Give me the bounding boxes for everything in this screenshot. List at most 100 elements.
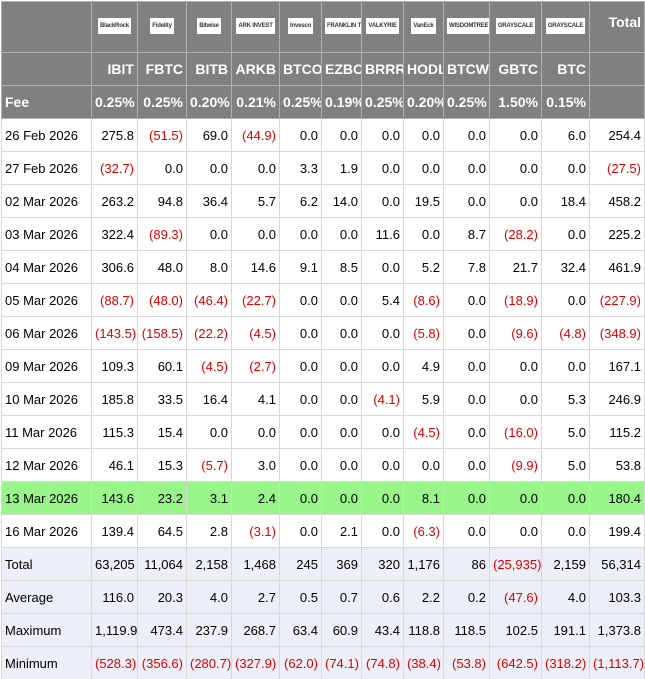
flow-value: 0.0 bbox=[489, 151, 542, 185]
ticker: BRRR bbox=[361, 52, 404, 86]
summary-value: 0.7 bbox=[321, 580, 362, 614]
fee-value: 0.20% bbox=[403, 85, 444, 119]
flow-value: 9.1 bbox=[279, 250, 322, 284]
flow-value: 4.9 bbox=[403, 349, 444, 383]
flow-value: (227.9) bbox=[589, 283, 645, 317]
flow-value: (143.5) bbox=[91, 316, 138, 350]
flow-value: 0.0 bbox=[321, 448, 362, 482]
flow-value: 46.1 bbox=[91, 448, 138, 482]
flow-value: 0.0 bbox=[489, 184, 542, 218]
corner-cell bbox=[1, 1, 92, 53]
flow-value: 225.2 bbox=[589, 217, 645, 251]
flow-value: 4.1 bbox=[231, 382, 280, 416]
summary-value: 116.0 bbox=[91, 580, 138, 614]
summary-value: 1,119.9 bbox=[91, 613, 138, 647]
logo-cell: WISDOMTREE bbox=[443, 1, 490, 53]
flow-value: 2.8 bbox=[186, 514, 232, 548]
summary-value: (53.8) bbox=[443, 646, 490, 679]
flow-value: 1.9 bbox=[321, 151, 362, 185]
flow-value: 306.6 bbox=[91, 250, 138, 284]
issuer-logo: VanEck bbox=[411, 17, 436, 34]
flow-value: 461.9 bbox=[589, 250, 645, 284]
flow-value: (18.9) bbox=[489, 283, 542, 317]
flow-value: 0.0 bbox=[279, 283, 322, 317]
flow-value: 115.3 bbox=[91, 415, 138, 449]
flow-value: 0.0 bbox=[321, 382, 362, 416]
flow-value: 0.0 bbox=[279, 415, 322, 449]
day-row: 26 Feb 2026 275.8 (51.5) 69.0 (44.9) 0.0 0.0 0.… bbox=[1, 118, 645, 152]
date: 10 Mar 2026 bbox=[1, 382, 92, 416]
logo-row: BlackRock Fidelity Bitwise ARK INVEST Invesc… bbox=[1, 1, 645, 53]
flow-value: 15.3 bbox=[137, 448, 187, 482]
flow-value: 0.0 bbox=[279, 382, 322, 416]
flow-value: 0.0 bbox=[541, 151, 590, 185]
summary-value: 268.7 bbox=[231, 613, 280, 647]
summary-value: (47.6) bbox=[489, 580, 542, 614]
fee-row: Fee 0.25% 0.25% 0.20% 0.21% 0.25% 0.19% 0.25% 0.… bbox=[1, 85, 645, 119]
flow-value: (4.1) bbox=[361, 382, 404, 416]
day-row: 16 Mar 2026 139.4 64.5 2.8 (3.1) 0.0 2.1 0.0 (6.… bbox=[1, 514, 645, 548]
summary-value: 102.5 bbox=[489, 613, 542, 647]
summary-value: (327.9) bbox=[231, 646, 280, 679]
fee-value: 0.19% bbox=[321, 85, 362, 119]
day-row: 12 Mar 2026 46.1 15.3 (5.7) 3.0 0.0 0.0 0.0 0.0 0… bbox=[1, 448, 645, 482]
ticker-row: IBIT FBTC BITB ARKB BTCO EZBC BRRR HODL BTCW GBTC… bbox=[1, 52, 645, 86]
flow-value: 7.8 bbox=[443, 250, 490, 284]
summary-label: Total bbox=[1, 547, 92, 581]
flow-value: 0.0 bbox=[361, 415, 404, 449]
summary-value: 2,159 bbox=[541, 547, 590, 581]
flow-value: 5.3 bbox=[541, 382, 590, 416]
day-row: 06 Mar 2026 (143.5) (158.5) (22.2) (4.5) 0.0 0… bbox=[1, 316, 645, 350]
date: 03 Mar 2026 bbox=[1, 217, 92, 251]
flow-value: 0.0 bbox=[489, 514, 542, 548]
day-row: 13 Mar 2026 143.6 23.2 3.1 2.4 0.0 0.0 0.0 8.1 0.… bbox=[1, 481, 645, 515]
flow-value: 11.6 bbox=[361, 217, 404, 251]
flow-value: 0.0 bbox=[279, 217, 322, 251]
flow-value: 0.0 bbox=[137, 151, 187, 185]
flow-value: 0.0 bbox=[279, 316, 322, 350]
flow-value: 5.0 bbox=[541, 415, 590, 449]
summary-value: 0.5 bbox=[279, 580, 322, 614]
date: 16 Mar 2026 bbox=[1, 514, 92, 548]
flow-value: (16.0) bbox=[489, 415, 542, 449]
flow-value: (348.9) bbox=[589, 316, 645, 350]
blank-cell bbox=[589, 52, 645, 86]
flow-value: 0.0 bbox=[361, 118, 404, 152]
flow-value: 5.7 bbox=[231, 184, 280, 218]
flow-value: 0.0 bbox=[321, 118, 362, 152]
flow-value: 0.0 bbox=[489, 481, 542, 515]
flow-value: (4.5) bbox=[403, 415, 444, 449]
flow-value: (22.7) bbox=[231, 283, 280, 317]
flow-value: (44.9) bbox=[231, 118, 280, 152]
flow-value: 60.1 bbox=[137, 349, 187, 383]
summary-value: 1,176 bbox=[403, 547, 444, 581]
logo-cell: Invesco bbox=[279, 1, 322, 53]
flow-value: 0.0 bbox=[321, 415, 362, 449]
summary-value: 0.6 bbox=[361, 580, 404, 614]
fee-value: 0.25% bbox=[137, 85, 187, 119]
fee-value: 0.20% bbox=[186, 85, 232, 119]
fee-value: 0.25% bbox=[361, 85, 404, 119]
flow-value: 69.0 bbox=[186, 118, 232, 152]
flow-value: 0.0 bbox=[231, 151, 280, 185]
issuer-logo: GRAYSCALE bbox=[495, 17, 536, 34]
flow-value: 94.8 bbox=[137, 184, 187, 218]
flow-value: 0.0 bbox=[541, 514, 590, 548]
logo-cell: Bitwise bbox=[186, 1, 232, 53]
summary-value: 103.3 bbox=[589, 580, 645, 614]
date: 11 Mar 2026 bbox=[1, 415, 92, 449]
flow-value: (28.2) bbox=[489, 217, 542, 251]
summary-value: 63,205 bbox=[91, 547, 138, 581]
summary-value: 118.8 bbox=[403, 613, 444, 647]
flow-value: 0.0 bbox=[443, 448, 490, 482]
summary-value: 2.7 bbox=[231, 580, 280, 614]
flow-value: 0.0 bbox=[443, 151, 490, 185]
flow-value: (46.4) bbox=[186, 283, 232, 317]
flow-value: 254.4 bbox=[589, 118, 645, 152]
fee-label: Fee bbox=[1, 85, 92, 119]
fee-value: 0.25% bbox=[91, 85, 138, 119]
summary-row: Average 116.0 20.3 4.0 2.7 0.5 0.7 0.6 2.2 0.2 (47… bbox=[1, 580, 645, 614]
flow-value: 5.9 bbox=[403, 382, 444, 416]
flow-value: (4.8) bbox=[541, 316, 590, 350]
